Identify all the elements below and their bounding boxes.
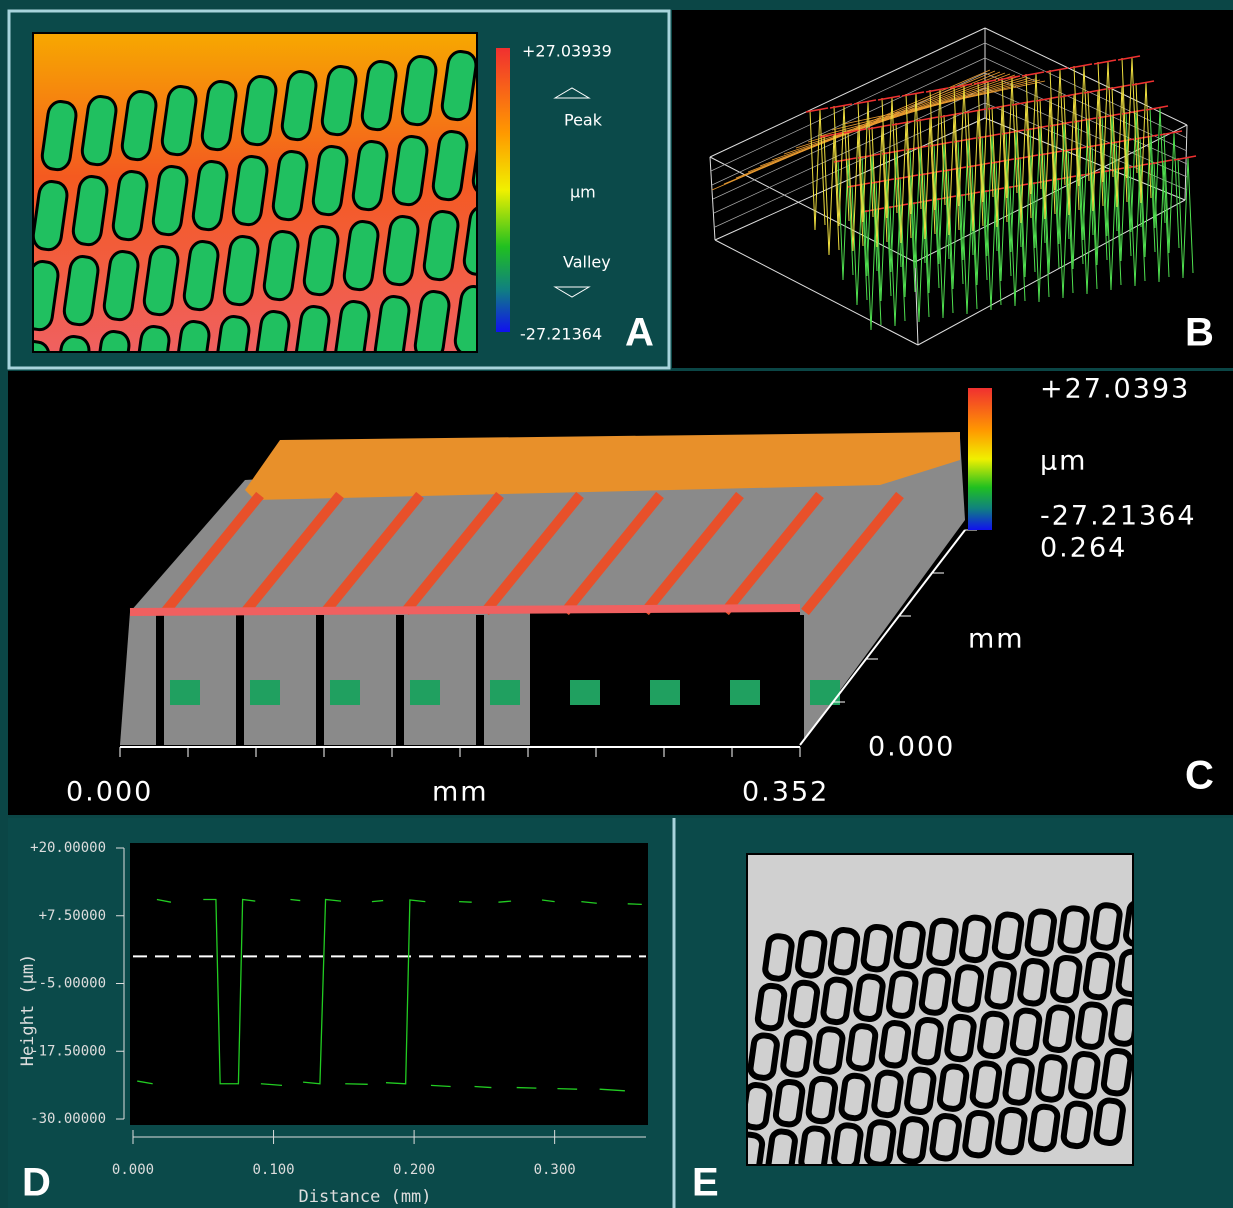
pit	[490, 680, 520, 705]
y-tick-label: -17.50000	[30, 1043, 106, 1059]
y-tick-label: -30.00000	[30, 1111, 106, 1127]
scale-max: +27.03939	[522, 42, 612, 61]
depth-unit: mm	[968, 624, 1025, 655]
figure: +27.03939 Peak µm Valley -27.21364 A B +…	[0, 0, 1233, 1208]
panel-label: D	[22, 1161, 51, 1205]
color-bar	[496, 48, 510, 332]
rim	[130, 608, 800, 612]
panel-label: B	[1185, 311, 1214, 355]
x-tick-label: 0.100	[252, 1162, 294, 1178]
x-tick-label: 0.200	[393, 1162, 435, 1178]
pit	[570, 680, 600, 705]
y-tick-label: +20.00000	[30, 840, 106, 856]
valley-label: Valley	[563, 253, 611, 272]
x-axis-title: Distance (mm)	[298, 1187, 431, 1207]
panel-label: E	[692, 1161, 719, 1205]
x-tick-label: 0.300	[534, 1162, 576, 1178]
pit	[650, 680, 680, 705]
void	[530, 612, 800, 745]
scale-min: -27.21364	[520, 325, 602, 344]
depth-max: 0.264	[1040, 533, 1127, 564]
unit-label: µm	[1040, 446, 1087, 477]
x-max: 0.352	[742, 777, 829, 808]
x-min: 0.000	[66, 777, 153, 808]
peak-label: Peak	[564, 111, 603, 130]
pit	[410, 680, 440, 705]
y-tick-label: +7.50000	[39, 908, 106, 924]
panel-b	[672, 10, 1233, 368]
scale-min: -27.21364	[1040, 501, 1197, 532]
panel-label: C	[1185, 754, 1214, 798]
unit-label: µm	[570, 183, 596, 202]
panel-label: A	[625, 311, 654, 355]
pit	[810, 680, 840, 705]
depth-min: 0.000	[868, 732, 955, 763]
pit	[170, 680, 200, 705]
x-unit: mm	[432, 777, 489, 808]
scale-max: +27.0393	[1040, 374, 1190, 405]
x-tick-label: 0.000	[112, 1162, 154, 1178]
pit	[730, 680, 760, 705]
pit	[250, 680, 280, 705]
y-axis-title: Height (µm)	[18, 954, 38, 1067]
micrograph	[735, 855, 1154, 1178]
pit	[330, 680, 360, 705]
color-bar	[968, 388, 992, 530]
y-tick-label: -5.00000	[39, 976, 106, 992]
